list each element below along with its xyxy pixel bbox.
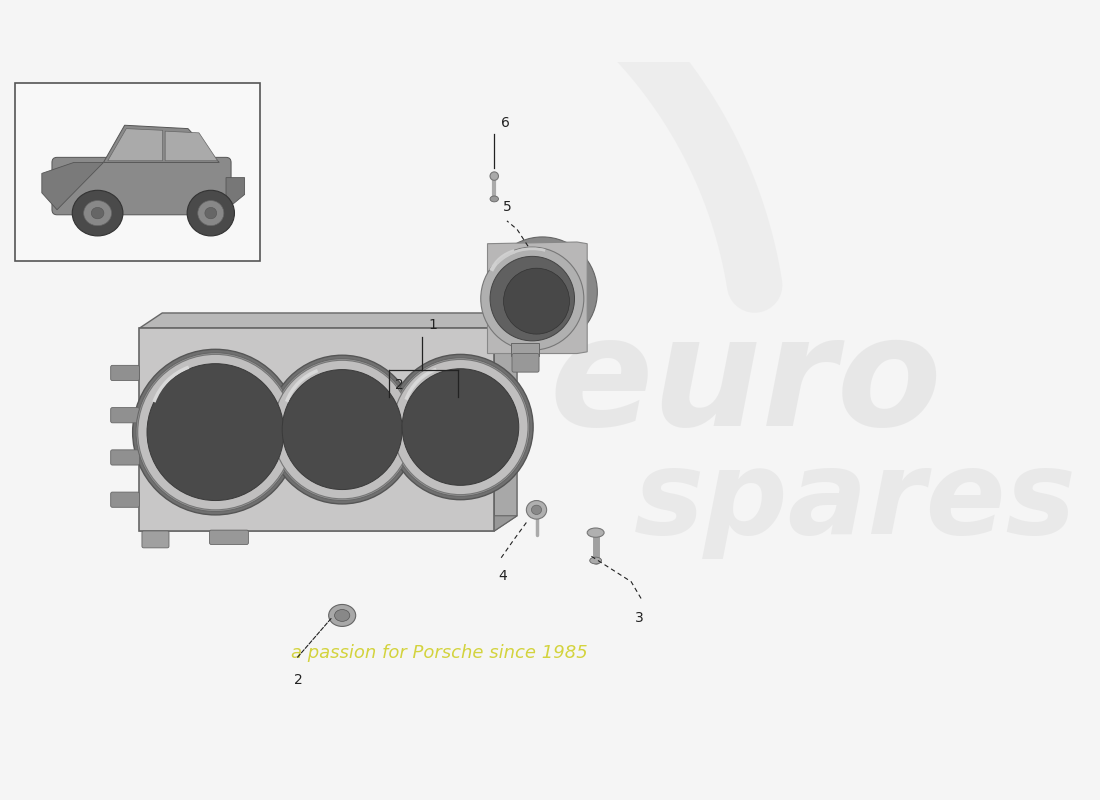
- Ellipse shape: [388, 354, 534, 500]
- Ellipse shape: [283, 370, 403, 490]
- Ellipse shape: [133, 350, 298, 515]
- Polygon shape: [512, 342, 539, 356]
- Text: a passion for Porsche since 1985: a passion for Porsche since 1985: [292, 645, 587, 662]
- Polygon shape: [487, 242, 587, 354]
- Ellipse shape: [487, 237, 597, 346]
- Polygon shape: [140, 516, 517, 531]
- Polygon shape: [103, 126, 219, 162]
- FancyBboxPatch shape: [111, 408, 140, 423]
- Ellipse shape: [84, 201, 111, 226]
- Ellipse shape: [187, 190, 234, 236]
- Ellipse shape: [403, 369, 519, 486]
- Polygon shape: [165, 131, 218, 161]
- FancyBboxPatch shape: [209, 530, 249, 545]
- Text: 3: 3: [635, 611, 643, 626]
- Ellipse shape: [267, 355, 417, 504]
- FancyBboxPatch shape: [111, 492, 140, 507]
- Text: 6: 6: [500, 116, 510, 130]
- Ellipse shape: [273, 360, 411, 499]
- Ellipse shape: [481, 247, 584, 350]
- Polygon shape: [42, 162, 103, 210]
- Text: 2: 2: [395, 378, 404, 392]
- Ellipse shape: [490, 196, 498, 202]
- Polygon shape: [140, 328, 494, 531]
- Polygon shape: [140, 313, 517, 328]
- Ellipse shape: [393, 359, 528, 494]
- Ellipse shape: [205, 207, 217, 219]
- Ellipse shape: [587, 528, 604, 538]
- Polygon shape: [226, 178, 244, 210]
- Ellipse shape: [490, 256, 574, 341]
- Ellipse shape: [504, 268, 570, 334]
- Ellipse shape: [138, 354, 294, 510]
- Ellipse shape: [136, 353, 295, 511]
- Ellipse shape: [91, 207, 103, 219]
- Text: spares: spares: [634, 444, 1077, 559]
- Text: 5: 5: [503, 200, 512, 214]
- Text: 2: 2: [294, 673, 302, 687]
- Ellipse shape: [73, 190, 123, 236]
- Ellipse shape: [590, 557, 602, 564]
- Text: 1: 1: [428, 318, 437, 333]
- Polygon shape: [108, 129, 163, 161]
- Ellipse shape: [531, 505, 541, 514]
- Bar: [15, 83, 261, 261]
- Ellipse shape: [392, 358, 530, 496]
- Ellipse shape: [490, 172, 498, 180]
- Ellipse shape: [527, 501, 547, 519]
- Ellipse shape: [329, 605, 355, 626]
- Text: 4: 4: [498, 569, 507, 583]
- FancyBboxPatch shape: [512, 354, 539, 372]
- Ellipse shape: [272, 358, 414, 501]
- FancyBboxPatch shape: [111, 366, 140, 381]
- FancyBboxPatch shape: [142, 531, 169, 548]
- FancyBboxPatch shape: [111, 450, 140, 465]
- FancyBboxPatch shape: [52, 158, 231, 215]
- Ellipse shape: [147, 364, 284, 501]
- Text: euro: euro: [549, 309, 942, 458]
- Polygon shape: [494, 313, 517, 531]
- Ellipse shape: [334, 610, 350, 622]
- Ellipse shape: [198, 201, 223, 226]
